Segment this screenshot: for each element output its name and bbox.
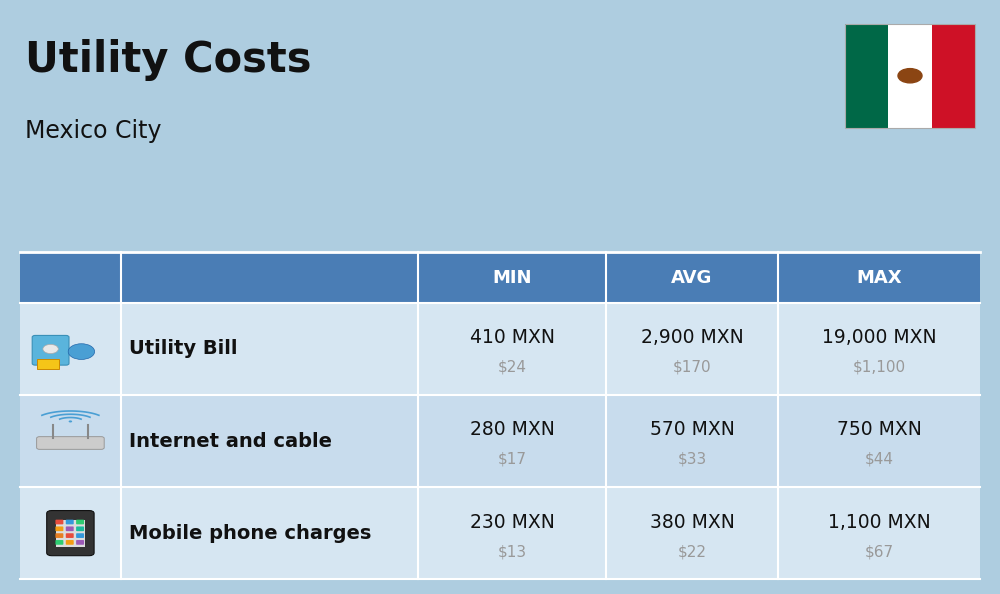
Text: 1,100 MXN: 1,100 MXN bbox=[828, 513, 931, 532]
Text: Mexico City: Mexico City bbox=[25, 119, 162, 143]
Text: $33: $33 bbox=[677, 452, 707, 467]
FancyBboxPatch shape bbox=[55, 533, 63, 538]
Circle shape bbox=[898, 68, 922, 83]
Text: AVG: AVG bbox=[671, 268, 713, 287]
Circle shape bbox=[43, 345, 58, 353]
Text: Mobile phone charges: Mobile phone charges bbox=[129, 524, 371, 542]
FancyBboxPatch shape bbox=[55, 520, 63, 525]
FancyBboxPatch shape bbox=[47, 510, 94, 556]
Circle shape bbox=[69, 421, 72, 422]
FancyBboxPatch shape bbox=[66, 526, 74, 531]
Text: 230 MXN: 230 MXN bbox=[470, 513, 554, 532]
Text: $67: $67 bbox=[865, 544, 894, 559]
FancyBboxPatch shape bbox=[66, 533, 74, 538]
FancyBboxPatch shape bbox=[66, 540, 74, 545]
Text: MIN: MIN bbox=[492, 268, 532, 287]
FancyBboxPatch shape bbox=[76, 526, 84, 531]
FancyBboxPatch shape bbox=[66, 520, 74, 525]
Text: $44: $44 bbox=[865, 452, 894, 467]
Bar bbox=[20, 252, 980, 303]
FancyBboxPatch shape bbox=[55, 526, 63, 531]
FancyBboxPatch shape bbox=[76, 540, 84, 545]
Text: $24: $24 bbox=[498, 360, 526, 375]
Bar bbox=[932, 24, 975, 128]
FancyBboxPatch shape bbox=[76, 533, 84, 538]
Text: 570 MXN: 570 MXN bbox=[650, 421, 734, 440]
Text: 750 MXN: 750 MXN bbox=[837, 421, 922, 440]
Text: 19,000 MXN: 19,000 MXN bbox=[822, 328, 937, 347]
Text: Utility Bill: Utility Bill bbox=[129, 340, 237, 358]
Bar bbox=[845, 24, 888, 128]
FancyBboxPatch shape bbox=[37, 437, 104, 450]
Text: MAX: MAX bbox=[856, 268, 902, 287]
FancyBboxPatch shape bbox=[55, 540, 63, 545]
Bar bbox=[888, 24, 932, 128]
FancyBboxPatch shape bbox=[32, 336, 69, 365]
FancyBboxPatch shape bbox=[37, 359, 59, 368]
FancyBboxPatch shape bbox=[76, 520, 84, 525]
Text: $1,100: $1,100 bbox=[853, 360, 906, 375]
Text: Internet and cable: Internet and cable bbox=[129, 432, 332, 450]
Circle shape bbox=[68, 344, 95, 359]
Text: $22: $22 bbox=[678, 544, 707, 559]
FancyBboxPatch shape bbox=[56, 520, 85, 548]
Text: 380 MXN: 380 MXN bbox=[650, 513, 734, 532]
Text: 410 MXN: 410 MXN bbox=[470, 328, 554, 347]
Bar bbox=[20, 395, 980, 487]
Text: $17: $17 bbox=[498, 452, 526, 467]
Bar bbox=[845, 24, 975, 128]
Bar bbox=[20, 303, 980, 395]
Text: $13: $13 bbox=[497, 544, 527, 559]
Text: 280 MXN: 280 MXN bbox=[470, 421, 554, 440]
Text: $170: $170 bbox=[673, 360, 711, 375]
Bar bbox=[20, 487, 980, 579]
Text: Utility Costs: Utility Costs bbox=[25, 39, 312, 81]
Text: 2,900 MXN: 2,900 MXN bbox=[641, 328, 743, 347]
